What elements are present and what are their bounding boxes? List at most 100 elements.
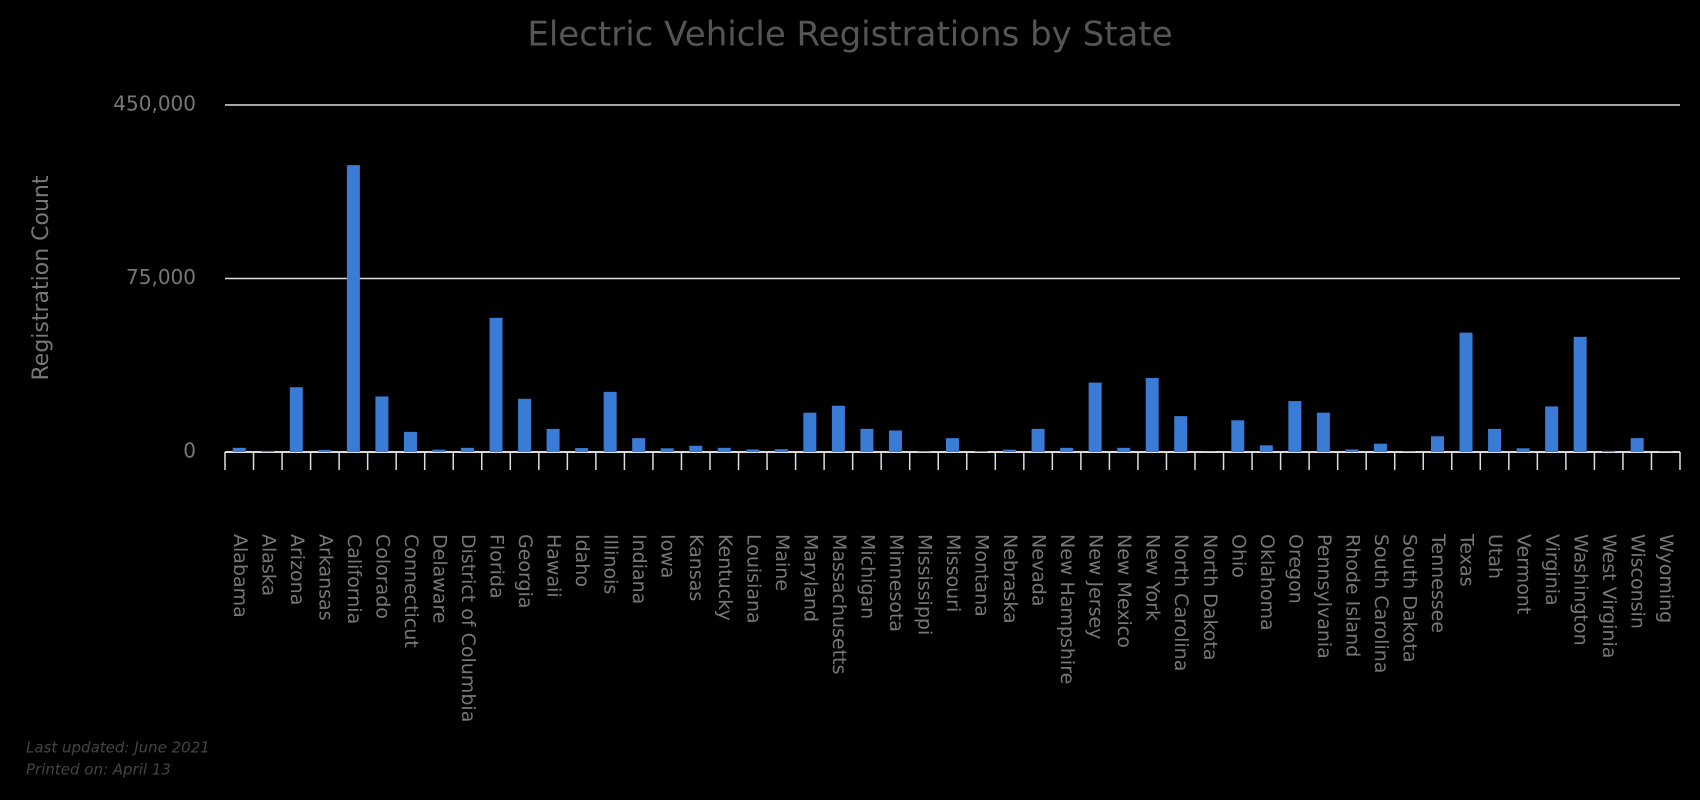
- bar: [1373, 443, 1387, 452]
- x-tick-label: Rhode Island: [1341, 534, 1363, 657]
- bar: [860, 428, 874, 452]
- bar: [1488, 428, 1502, 452]
- bar: [831, 405, 845, 452]
- x-tick-label: Nevada: [1028, 534, 1050, 607]
- bar: [689, 445, 703, 452]
- bar: [432, 449, 446, 452]
- bar: [1060, 447, 1074, 452]
- bar: [774, 449, 788, 452]
- x-tick-label: Virginia: [1541, 534, 1563, 606]
- bar: [746, 449, 760, 452]
- x-tick-label: South Carolina: [1370, 534, 1392, 673]
- x-tick-label: Alabama: [229, 534, 251, 618]
- bar: [489, 317, 503, 452]
- bar: [974, 451, 988, 452]
- bar: [888, 430, 902, 452]
- bar: [575, 448, 589, 452]
- bar: [1345, 449, 1359, 452]
- bar: [632, 438, 646, 452]
- bar: [717, 447, 731, 452]
- y-tick-label: 75,000: [126, 265, 196, 289]
- bar: [1174, 416, 1188, 452]
- x-tick-label: Florida: [486, 534, 508, 599]
- chart-title: Electric Vehicle Registrations by State: [527, 15, 1172, 55]
- x-tick-label: Montana: [971, 534, 993, 617]
- bar: [261, 450, 275, 452]
- x-tick-label: Wyoming: [1655, 534, 1677, 623]
- bar: [518, 398, 532, 452]
- x-tick-label: New Jersey: [1085, 534, 1107, 639]
- bar: [1316, 412, 1330, 452]
- x-tick-label: Nebraska: [999, 534, 1021, 624]
- x-tick-label: Pennsylvania: [1313, 534, 1335, 659]
- bar: [546, 428, 560, 452]
- x-tick-label: Kentucky: [714, 534, 736, 621]
- x-tick-label: North Dakota: [1199, 534, 1221, 661]
- bar: [1288, 401, 1302, 452]
- x-tick-label: Maine: [771, 534, 793, 591]
- x-tick-label: Oregon: [1284, 534, 1306, 604]
- bar: [1516, 448, 1530, 452]
- x-tick-label: Tennessee: [1427, 533, 1449, 633]
- y-tick-label: 450,000: [113, 92, 196, 116]
- x-tick-label: Georgia: [514, 534, 536, 609]
- bar: [1259, 445, 1273, 452]
- bar: [1431, 436, 1444, 452]
- x-tick-label: South Dakota: [1398, 534, 1420, 663]
- x-tick-label: Delaware: [428, 534, 450, 624]
- bar: [803, 412, 817, 452]
- x-tick-label: Iowa: [657, 534, 679, 578]
- x-tick-label: Vermont: [1513, 534, 1535, 614]
- bar: [1602, 450, 1616, 452]
- x-tick-label: Texas: [1456, 533, 1478, 587]
- bar: [461, 447, 474, 452]
- x-tick-label: Washington: [1570, 534, 1592, 646]
- bar: [346, 165, 360, 452]
- x-tick-label: Michigan: [856, 534, 878, 619]
- bar: [318, 449, 332, 452]
- bar: [1003, 449, 1017, 452]
- x-tick-label: California: [343, 534, 365, 624]
- x-tick-label: Mississippi: [913, 534, 935, 635]
- bar: [946, 438, 959, 452]
- bar: [1573, 336, 1587, 452]
- x-tick-label: Colorado: [371, 534, 393, 619]
- x-tick-label: Ohio: [1227, 534, 1249, 578]
- bar: [660, 448, 674, 452]
- footnote: Printed on: April 13: [26, 761, 171, 779]
- x-tick-label: New York: [1142, 534, 1164, 621]
- x-tick-label: Minnesota: [885, 534, 907, 632]
- bar: [232, 447, 246, 452]
- x-tick-label: Indiana: [628, 534, 650, 604]
- bar: [1231, 420, 1245, 452]
- x-tick-label: Hawaii: [543, 534, 565, 598]
- x-tick-label: New Hampshire: [1056, 534, 1078, 684]
- x-tick-label: District of Columbia: [457, 534, 479, 722]
- bar: [1117, 447, 1131, 452]
- x-tick-label: Kansas: [685, 534, 707, 601]
- x-tick-label: Wisconsin: [1627, 534, 1649, 629]
- bar: [375, 396, 389, 452]
- y-tick-label: 0: [183, 439, 196, 463]
- bar: [1459, 332, 1473, 452]
- x-tick-label: Idaho: [571, 534, 593, 587]
- bar: [403, 431, 417, 452]
- bar: [1145, 377, 1159, 452]
- bar: [1031, 428, 1045, 452]
- x-tick-label: North Carolina: [1170, 534, 1192, 671]
- x-tick-label: Alaska: [257, 534, 279, 596]
- x-tick-label: Utah: [1484, 534, 1506, 579]
- bar: [1088, 382, 1102, 452]
- bar: [289, 387, 303, 452]
- x-tick-label: Arkansas: [314, 534, 336, 621]
- x-tick-label: Arizona: [286, 534, 308, 605]
- x-tick-label: Massachusetts: [828, 534, 850, 674]
- x-tick-label: Louisiana: [742, 534, 764, 624]
- x-tick-label: New Mexico: [1113, 534, 1135, 648]
- bar: [603, 391, 617, 452]
- x-tick-label: Missouri: [942, 534, 964, 612]
- footnote: Last updated: June 2021: [26, 739, 210, 757]
- x-tick-label: West Virginia: [1598, 534, 1620, 658]
- x-tick-label: Oklahoma: [1256, 534, 1278, 631]
